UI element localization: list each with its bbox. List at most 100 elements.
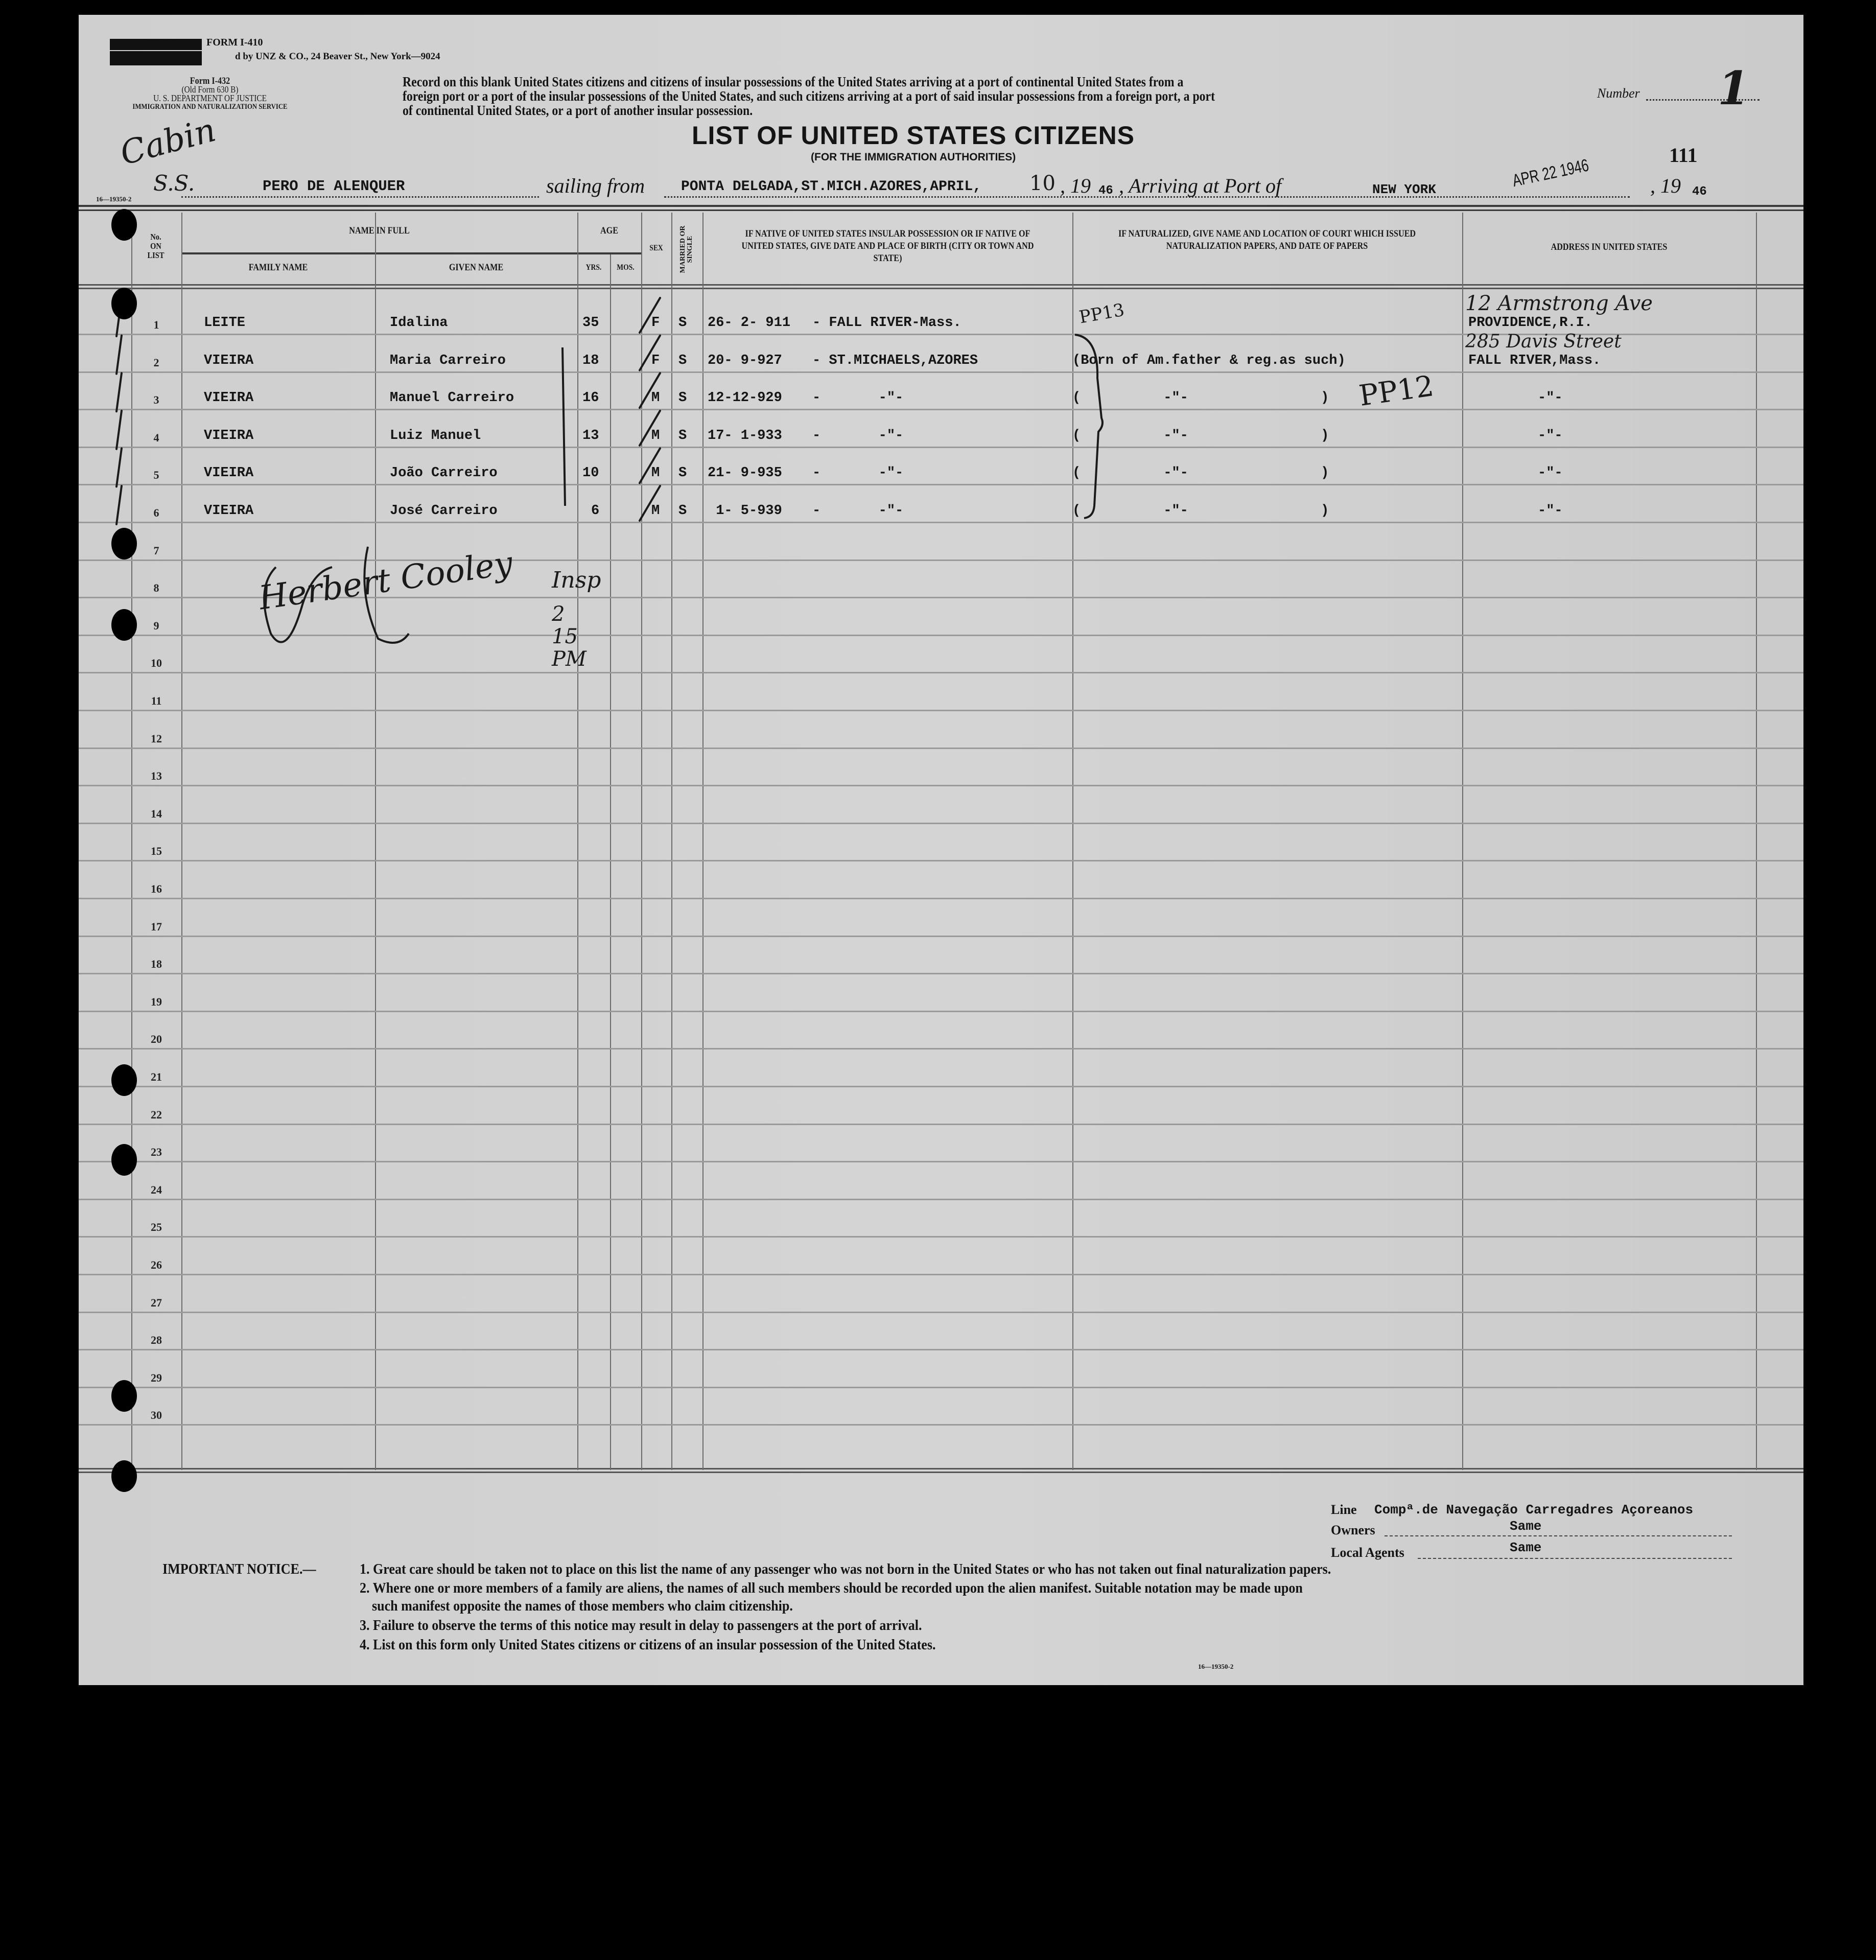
signature-mark <box>263 546 410 644</box>
cell-status: S <box>678 465 687 481</box>
row-line <box>79 1161 1803 1163</box>
footer-print-code: 16—19350-2 <box>1198 1663 1234 1670</box>
page-title: LIST OF UNITED STATES CITIZENS <box>692 121 1135 150</box>
cell-birth-place: - -"- <box>812 428 904 444</box>
binder-hole <box>111 1380 137 1412</box>
check-mark <box>115 409 123 450</box>
header-bottom-rule <box>79 288 1803 289</box>
row-line <box>79 371 1803 373</box>
old-form-block: Form I-432 (Old Form 630 B) U. S. DEPART… <box>118 76 302 111</box>
given-name-vertical-mark <box>561 347 566 506</box>
header-bottom-rule <box>79 284 1803 286</box>
check-mark <box>115 334 123 375</box>
cell-naturalization: ( -"- ) <box>1072 390 1329 406</box>
binder-hole <box>111 1460 137 1492</box>
list-number: 7 <box>153 544 159 557</box>
row-line <box>79 1386 1803 1388</box>
agents-dotted-line <box>1418 1558 1732 1559</box>
notice-item: 4. List on this form only United States … <box>360 1637 936 1653</box>
list-number: 19 <box>151 995 162 1008</box>
cell-birth-place: - FALL RIVER-Mass. <box>812 315 962 331</box>
binder-hole <box>111 1064 137 1096</box>
list-number: 27 <box>151 1296 162 1309</box>
manifest-page <box>79 15 1803 1685</box>
cell-address: -"- <box>1538 390 1563 406</box>
age-slash-mark <box>639 297 661 334</box>
age-slash-mark <box>639 485 661 522</box>
header-family-name: FAMILY NAME <box>248 262 308 273</box>
instructions: Record on this blank United States citiz… <box>403 75 1504 118</box>
notice-label: IMPORTANT NOTICE.— <box>162 1561 316 1577</box>
age-slash-mark <box>639 447 661 484</box>
header-address: ADDRESS IN UNITED STATES <box>1551 242 1668 252</box>
header-rule <box>79 209 1803 211</box>
check-mark <box>115 485 123 525</box>
list-number: 26 <box>151 1258 162 1271</box>
cell-address: -"- <box>1538 428 1563 444</box>
cell-birth-date: 12-12-929 <box>708 390 782 406</box>
notice-item: such manifest opposite the names of thos… <box>372 1598 793 1614</box>
cell-birth-place: - -"- <box>812 465 904 481</box>
cell-given: João Carreiro <box>390 465 498 481</box>
list-number: 18 <box>151 958 162 971</box>
row-line <box>79 935 1803 937</box>
sailing-from-label: sailing from <box>546 174 645 197</box>
cell-naturalization: ( -"- ) <box>1072 465 1329 481</box>
sailing-day: 10 <box>1029 172 1056 195</box>
cell-family: VIEIRA <box>204 503 254 519</box>
address-handwritten-1: 12 Armstrong Ave <box>1465 292 1653 315</box>
cell-birth-date: 1- 5-939 <box>708 503 782 519</box>
instruction-line: of continental United States, or a port … <box>403 103 753 118</box>
list-number: 11 <box>151 694 162 707</box>
cell-yrs: 16 <box>582 390 599 406</box>
old-form-line: IMMIGRATION AND NATURALIZATION SERVICE <box>132 103 288 111</box>
check-mark <box>115 372 123 413</box>
owners-label: Owners <box>1331 1523 1375 1537</box>
cell-birth-date: 17- 1-933 <box>708 428 782 444</box>
inspector-title: Insp <box>552 567 601 593</box>
cell-birth-date: 20- 9-927 <box>708 353 782 368</box>
cell-given: Idalina <box>390 315 448 331</box>
cell-status: S <box>678 428 687 444</box>
cell-birth-date: 26- 2- 911 <box>708 315 791 331</box>
binder-hole <box>111 528 137 559</box>
list-number: 25 <box>151 1221 162 1234</box>
ss-label: S.S. <box>153 171 195 196</box>
row-line <box>79 634 1803 636</box>
cell-sex: M <box>651 503 660 519</box>
row-line <box>79 898 1803 899</box>
ship-dotted-line <box>181 196 539 198</box>
row-line <box>79 1424 1803 1426</box>
list-number: 21 <box>151 1070 162 1083</box>
row-line <box>79 484 1803 486</box>
sailing-year: 46 <box>1098 184 1113 198</box>
line-label: Line <box>1331 1502 1357 1517</box>
port-from: PONTA DELGADA,ST.MICH.AZORES,APRIL, <box>681 179 982 195</box>
list-number: 8 <box>153 581 159 595</box>
header-age: AGE <box>600 225 619 236</box>
list-number: 13 <box>151 769 162 783</box>
age-slash-mark <box>639 334 661 371</box>
cell-family: VIEIRA <box>204 390 254 406</box>
arriving-label: , Arriving at Port of <box>1119 174 1282 197</box>
cell-yrs: 13 <box>582 428 599 444</box>
printer-line: d by UNZ & CO., 24 Beaver St., New York—… <box>235 51 440 62</box>
row-line <box>79 1198 1803 1200</box>
column-divider <box>702 213 704 1470</box>
list-number: 22 <box>151 1108 162 1121</box>
cell-yrs: 35 <box>582 315 599 331</box>
cell-family: VIEIRA <box>204 428 254 444</box>
port-to: NEW YORK <box>1372 182 1436 197</box>
list-number: 23 <box>151 1146 162 1159</box>
notice-item: 3. Failure to observe the terms of this … <box>360 1618 922 1634</box>
check-mark <box>115 447 123 488</box>
cell-status: S <box>678 503 687 519</box>
address-handwritten-2: 285 Davis Street <box>1465 331 1622 352</box>
owners-value: Same <box>1510 1519 1542 1534</box>
row-line <box>79 710 1803 711</box>
cell-address: FALL RIVER,Mass. <box>1468 353 1601 368</box>
number-label: Number <box>1597 86 1640 101</box>
cell-sex: M <box>651 428 660 444</box>
list-number: 15 <box>151 845 162 858</box>
